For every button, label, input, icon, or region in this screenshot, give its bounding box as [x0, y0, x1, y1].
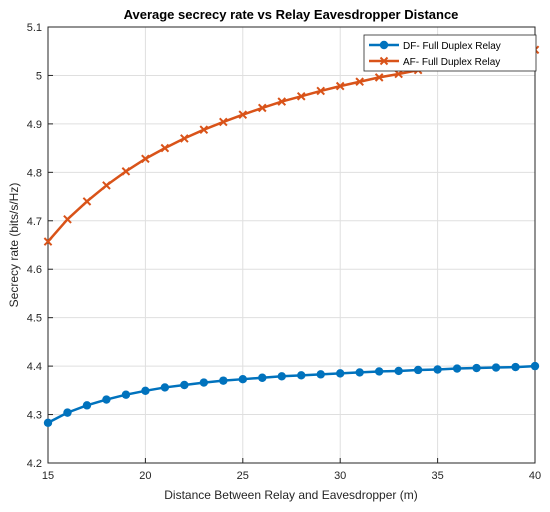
data-point-af [43, 237, 53, 246]
x-tick-label: 20 [139, 470, 151, 482]
data-point-df [472, 363, 481, 373]
data-point-af [199, 125, 209, 135]
data-point-df [452, 364, 462, 373]
data-point-df [530, 361, 540, 371]
data-point-df [316, 370, 325, 379]
x-tick-label: 25 [237, 470, 249, 482]
data-point-af [296, 91, 306, 101]
data-point-df [63, 408, 72, 417]
data-point-df [297, 371, 306, 380]
data-point-df [413, 365, 423, 375]
y-axis-label: Secrecy rate (bits/s/Hz) [7, 183, 21, 308]
data-point-df [374, 367, 384, 376]
data-point-af [355, 77, 364, 87]
data-point-af [102, 181, 111, 190]
legend-entry-af: AF- Full Duplex Relay [369, 56, 500, 68]
grid [47, 26, 536, 464]
x-tick-label: 35 [431, 470, 443, 482]
x-tick-label: 30 [334, 470, 346, 482]
data-point-df [394, 366, 403, 376]
legend-label-af: AF- Full Duplex Relay [403, 57, 500, 68]
data-point-df [121, 390, 131, 399]
y-tick-label: 5.1 [27, 22, 42, 34]
x-axis-label: Distance Between Relay and Eavesdropper … [164, 488, 417, 502]
data-point-df [180, 380, 189, 390]
y-tick-label: 4.2 [27, 458, 42, 470]
legend-entry-df: DF- Full Duplex Relay [369, 40, 501, 52]
data-point-df [491, 363, 501, 372]
y-tick-label: 4.5 [27, 313, 42, 325]
data-point-df [258, 373, 267, 382]
data-point-af [63, 215, 72, 224]
data-point-df [199, 378, 209, 387]
data-point-af [219, 117, 228, 127]
data-point-df [511, 362, 520, 372]
y-tick-label: 4.6 [27, 264, 42, 276]
legend-label-df: DF- Full Duplex Relay [403, 41, 501, 52]
y-tick-label: 4.4 [27, 361, 42, 373]
data-point-af [335, 81, 345, 91]
plot-area [48, 27, 535, 463]
data-point-df [102, 395, 111, 404]
data-point-af [238, 110, 248, 119]
x-tick-label: 40 [529, 470, 541, 482]
data-point-df [141, 386, 150, 396]
axis-ticks: 15 20 25 30 35 40 4.2 4.3 4.4 4.5 4.6 4.7 4.8 4.9 5 5.1 [27, 22, 541, 482]
data-point-af [277, 97, 287, 106]
data-point-df [82, 401, 92, 410]
data-point-af [374, 73, 384, 82]
data-point-af [394, 69, 403, 79]
y-tick-label: 4.9 [27, 119, 42, 131]
y-tick-label: 4.3 [27, 410, 42, 422]
data-point-af [121, 167, 131, 176]
legend-box [363, 34, 537, 72]
data-point-af [141, 154, 150, 164]
legend-marker-df [379, 40, 389, 50]
y-tick-label: 4.7 [27, 216, 42, 228]
y-tick-label: 5 [36, 70, 42, 82]
series-df [43, 361, 540, 427]
data-point-af [257, 103, 267, 113]
data-point-df [219, 376, 228, 385]
data-point-af [82, 197, 92, 206]
data-point-af [180, 134, 189, 143]
legend: DF- Full Duplex Relay AF- Full Duplex Re… [363, 34, 537, 72]
plot-frame [47, 26, 536, 464]
data-point-af [316, 86, 326, 96]
chart-title: Average secrecy rate vs Relay Eavesdropp… [124, 7, 459, 22]
data-point-df [160, 383, 170, 392]
data-point-df [43, 418, 53, 427]
y-tick-label: 4.8 [27, 167, 42, 179]
data-point-df [433, 365, 442, 374]
x-tick-label: 15 [42, 470, 54, 482]
data-point-df [277, 372, 286, 381]
data-point-df [355, 368, 364, 377]
data-point-df [238, 374, 247, 384]
data-point-df [336, 369, 345, 378]
data-point-af [160, 143, 170, 153]
legend-marker-af [379, 56, 389, 66]
